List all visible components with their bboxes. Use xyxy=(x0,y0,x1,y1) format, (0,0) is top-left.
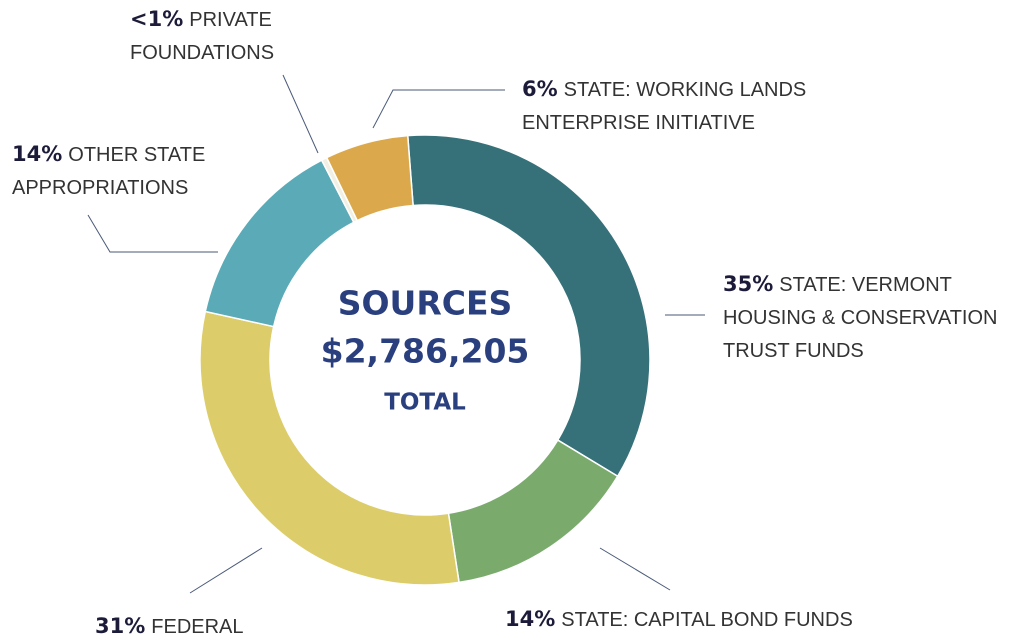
slice-label: 14% STATE: CAPITAL BOND FUNDS xyxy=(505,603,925,637)
value-label: <1% xyxy=(130,7,184,31)
category-label: FEDERAL xyxy=(151,616,244,638)
value-label: 35% xyxy=(723,272,774,296)
leader-line xyxy=(599,547,671,591)
category-label: OTHER STATE APPROPRIATIONS xyxy=(12,144,206,199)
chart-title: SOURCES xyxy=(338,284,513,323)
category-label: STATE: WORKING LANDS ENTERPRISE INITIATI… xyxy=(522,79,807,134)
category-label: STATE: VERMONT HOUSING & CONSERVATION TR… xyxy=(723,274,998,362)
total-label: TOTAL xyxy=(384,390,466,416)
donut-slice xyxy=(325,134,414,222)
donut-slice xyxy=(406,134,651,478)
leader-line xyxy=(87,214,218,253)
donut xyxy=(199,134,651,586)
leader-line xyxy=(189,547,263,594)
slice-label: 35% STATE: VERMONT HOUSING & CONSERVATION… xyxy=(723,268,998,368)
value-label: 14% xyxy=(505,607,556,631)
donut-slice xyxy=(199,310,460,586)
slice-label: 14% OTHER STATE APPROPRIATIONS xyxy=(12,138,227,205)
value-label: 14% xyxy=(12,142,63,166)
slice-label: 31% FEDERAL xyxy=(95,610,345,644)
category-label: STATE: CAPITAL BOND FUNDS xyxy=(561,609,853,631)
value-label: 31% xyxy=(95,614,146,638)
donut-slice xyxy=(447,439,619,584)
total-value: $2,786,205 xyxy=(321,332,530,371)
leader-line xyxy=(282,74,319,154)
value-label: 6% xyxy=(522,77,558,101)
slice-label: <1% PRIVATE FOUNDATIONS xyxy=(130,3,305,70)
leader-line xyxy=(372,89,505,129)
slice-label: 6% STATE: WORKING LANDS ENTERPRISE INITIA… xyxy=(522,73,842,140)
donut-slice xyxy=(204,159,355,328)
category-label: PRIVATE FOUNDATIONS xyxy=(130,9,275,64)
